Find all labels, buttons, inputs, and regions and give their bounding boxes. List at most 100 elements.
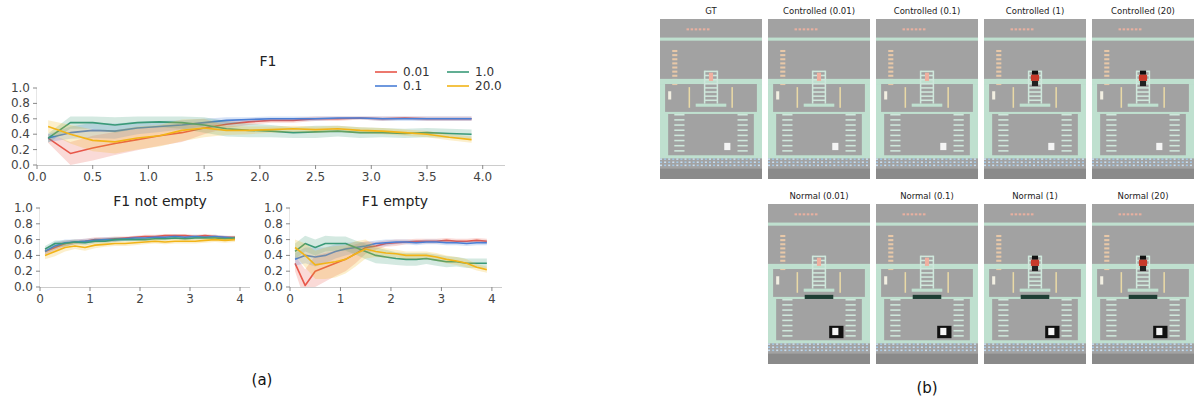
skull — [832, 143, 838, 150]
floor — [1017, 158, 1019, 160]
floor — [858, 165, 860, 167]
chart: F1 not empty012340.00.20.40.60.81.0 — [14, 193, 250, 306]
pole — [1055, 87, 1057, 108]
inventory — [1127, 28, 1130, 30]
floor — [917, 158, 919, 160]
ladder — [954, 330, 964, 332]
screenshot — [1092, 204, 1194, 364]
legend: 0.010.11.020.0 — [375, 65, 502, 93]
key — [992, 91, 995, 99]
floor — [780, 165, 782, 167]
floor — [709, 165, 711, 167]
y-axis-line — [39, 208, 40, 287]
y-tick-label: 0.2 — [264, 264, 283, 278]
y-tick — [33, 149, 37, 150]
floor — [768, 343, 770, 345]
player — [1032, 266, 1038, 271]
floor — [974, 346, 976, 348]
wall — [768, 84, 773, 115]
floor — [750, 161, 752, 163]
ladder — [738, 114, 748, 116]
plot-area — [295, 236, 487, 287]
floor — [1104, 158, 1106, 160]
x-tick-label: 1 — [86, 292, 94, 306]
lower-room-inner — [1100, 299, 1186, 340]
key — [668, 91, 671, 99]
y-tick — [36, 223, 40, 224]
floor — [833, 165, 835, 167]
ladder — [890, 129, 900, 131]
floor — [1017, 350, 1019, 352]
floor — [689, 165, 691, 167]
y-tick-label: 0.0 — [14, 280, 33, 294]
inventory — [907, 28, 910, 30]
lower-room — [1092, 297, 1194, 343]
floor — [1092, 158, 1094, 160]
floor — [929, 350, 931, 352]
y-tick-label: 0.8 — [264, 217, 283, 231]
rope — [888, 50, 893, 52]
chart-title: F1 not empty — [113, 193, 207, 209]
floor — [1062, 165, 1064, 167]
ladder — [1062, 140, 1072, 142]
floor — [949, 158, 951, 160]
floor — [725, 161, 727, 163]
floor — [664, 158, 666, 160]
ladder — [1029, 87, 1041, 89]
floor — [1116, 346, 1118, 348]
floor — [913, 165, 915, 167]
ladder — [921, 91, 933, 93]
ladder — [1029, 285, 1041, 287]
floor — [1165, 161, 1167, 163]
ladder — [1170, 325, 1180, 327]
floor — [788, 343, 790, 345]
bottom-bar — [768, 169, 870, 179]
floor — [772, 165, 774, 167]
screenshot-title: Controlled (20) — [1111, 6, 1175, 16]
floor — [1116, 343, 1118, 345]
rope — [888, 243, 893, 245]
bottom-bar — [984, 354, 1086, 364]
background — [876, 204, 978, 364]
floor — [809, 161, 811, 163]
rope — [996, 251, 1001, 253]
floor — [1082, 346, 1084, 348]
inventory — [911, 213, 914, 215]
pole — [1013, 272, 1015, 293]
ladder — [954, 145, 964, 147]
floor — [876, 350, 878, 352]
floor — [841, 161, 843, 163]
wall — [876, 84, 881, 115]
x-tick-label: 3.0 — [362, 170, 381, 184]
floor — [933, 158, 935, 160]
floor — [1025, 161, 1027, 163]
rope — [1104, 71, 1109, 73]
floor — [925, 346, 927, 348]
ladder — [954, 299, 964, 301]
floor — [996, 343, 998, 345]
floor — [929, 165, 931, 167]
floor — [1149, 350, 1151, 352]
floor — [801, 346, 803, 348]
floor — [1017, 343, 1019, 345]
floor — [917, 350, 919, 352]
floor — [1062, 350, 1064, 352]
series-line — [48, 127, 471, 142]
rope — [1104, 50, 1109, 52]
floor — [1045, 165, 1047, 167]
floor — [884, 350, 886, 352]
ladder — [782, 145, 792, 147]
floor — [1170, 343, 1172, 345]
series-line — [295, 248, 487, 270]
floor — [780, 343, 782, 345]
screenshot — [984, 19, 1086, 179]
floor — [817, 165, 819, 167]
background — [1092, 19, 1194, 179]
ledge — [696, 104, 727, 107]
bottom-bar — [1092, 354, 1194, 364]
floor — [1149, 346, 1151, 348]
ladder — [846, 140, 856, 142]
x-tick-label: 4 — [488, 292, 496, 306]
floor — [966, 161, 968, 163]
lower-room — [984, 297, 1086, 343]
